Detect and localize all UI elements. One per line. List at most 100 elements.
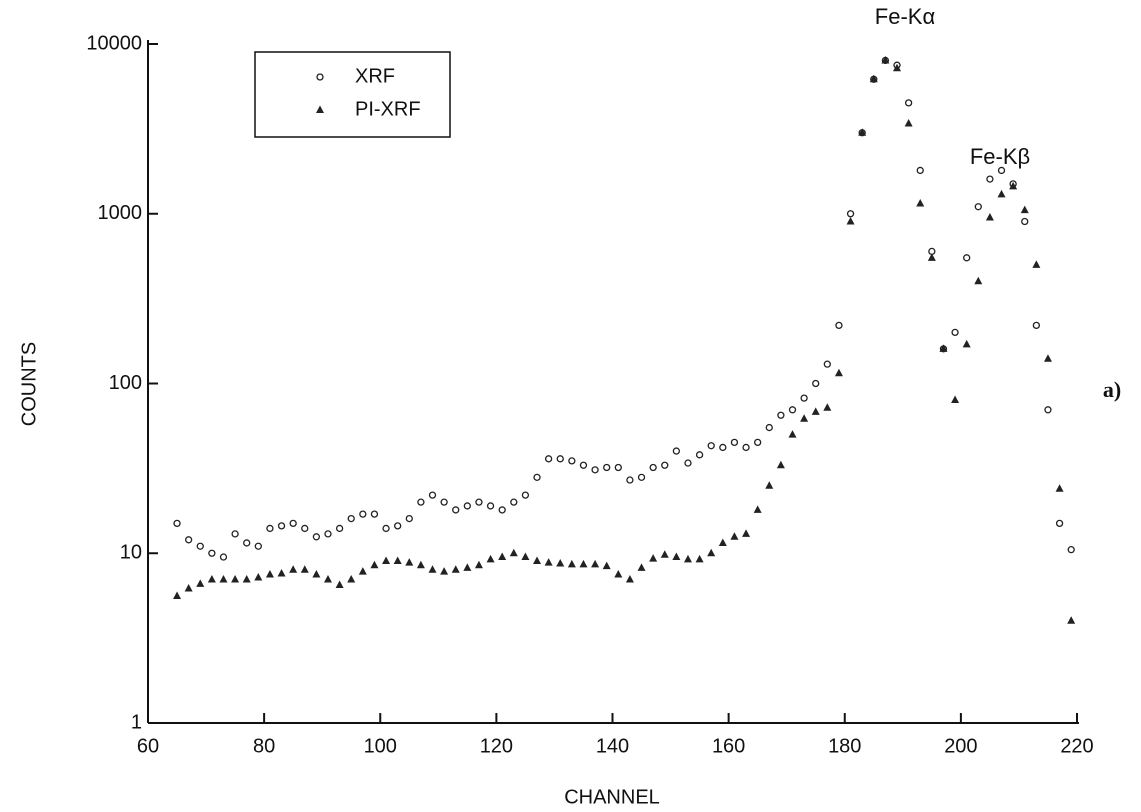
point xyxy=(776,460,785,469)
point xyxy=(486,502,495,510)
point xyxy=(544,455,553,463)
point xyxy=(846,210,855,218)
panel-label: a) xyxy=(1103,377,1121,402)
x-tick-label: 100 xyxy=(364,735,397,757)
point xyxy=(800,394,808,402)
point xyxy=(649,554,658,562)
point xyxy=(846,217,855,225)
point xyxy=(986,175,994,183)
point xyxy=(800,414,809,422)
point xyxy=(219,575,228,583)
x-tick-label: 80 xyxy=(253,735,275,757)
point xyxy=(301,524,309,533)
point xyxy=(951,395,960,403)
point xyxy=(974,203,982,211)
point xyxy=(672,552,681,561)
point xyxy=(951,328,959,337)
point xyxy=(788,406,797,414)
point xyxy=(417,498,425,506)
annotation: Fe-Kα xyxy=(875,4,936,29)
point xyxy=(370,510,379,518)
point xyxy=(498,506,506,514)
point xyxy=(893,63,902,72)
point xyxy=(754,438,762,447)
legend-label: PI-XRF xyxy=(355,98,421,120)
x-tick-label: 160 xyxy=(712,735,745,757)
point xyxy=(823,360,831,368)
point xyxy=(695,451,704,459)
point xyxy=(1067,546,1075,554)
point xyxy=(486,554,495,563)
point xyxy=(556,455,564,463)
point xyxy=(509,548,518,557)
x-tick-label: 120 xyxy=(480,735,513,757)
y-tick-label: 10 xyxy=(120,542,142,564)
point xyxy=(451,565,460,573)
point xyxy=(683,554,692,563)
point xyxy=(974,276,983,285)
point xyxy=(614,463,622,472)
point xyxy=(811,407,820,415)
point xyxy=(231,575,240,583)
point xyxy=(324,530,332,538)
point xyxy=(661,461,669,469)
point xyxy=(184,583,193,592)
point xyxy=(521,491,530,499)
point xyxy=(359,510,367,518)
point xyxy=(394,522,402,530)
point xyxy=(904,119,913,127)
point xyxy=(440,498,448,506)
point xyxy=(382,556,391,565)
point xyxy=(649,463,657,472)
point xyxy=(265,569,274,578)
point xyxy=(835,321,843,330)
point xyxy=(672,447,681,455)
legend-label: XRF xyxy=(355,65,395,87)
point xyxy=(416,560,425,569)
point xyxy=(869,74,878,83)
point xyxy=(1020,205,1029,214)
point xyxy=(730,532,739,540)
point xyxy=(277,568,286,577)
point xyxy=(1032,321,1041,330)
y-tick-label: 10000 xyxy=(86,32,142,54)
x-tick-label: 60 xyxy=(137,735,159,757)
point xyxy=(614,569,623,578)
point xyxy=(1055,519,1064,528)
point xyxy=(916,166,924,175)
y-tick-label: 1 xyxy=(131,711,142,733)
point xyxy=(1009,181,1018,190)
point xyxy=(289,519,297,528)
point xyxy=(997,166,1006,175)
point xyxy=(544,558,553,566)
point xyxy=(765,481,774,489)
point xyxy=(985,213,994,221)
point xyxy=(858,128,867,136)
point xyxy=(533,473,541,481)
point xyxy=(591,559,600,568)
point xyxy=(626,476,634,484)
point xyxy=(335,580,344,589)
point xyxy=(881,55,890,64)
point xyxy=(591,466,599,474)
point xyxy=(927,253,936,261)
y-tick-label: 100 xyxy=(109,372,142,394)
point xyxy=(300,565,309,573)
point xyxy=(219,553,228,561)
point xyxy=(1032,260,1041,268)
point xyxy=(254,572,263,581)
point xyxy=(1021,217,1029,226)
point xyxy=(277,522,286,530)
point xyxy=(939,344,948,352)
legend-box xyxy=(254,51,451,138)
point xyxy=(347,514,355,523)
point xyxy=(834,368,843,377)
point xyxy=(196,579,205,587)
point xyxy=(719,443,727,452)
point xyxy=(637,563,646,571)
point xyxy=(335,524,344,533)
point xyxy=(207,575,216,583)
point xyxy=(173,591,182,599)
point xyxy=(625,575,634,583)
y-axis-label: COUNTS xyxy=(18,342,40,426)
